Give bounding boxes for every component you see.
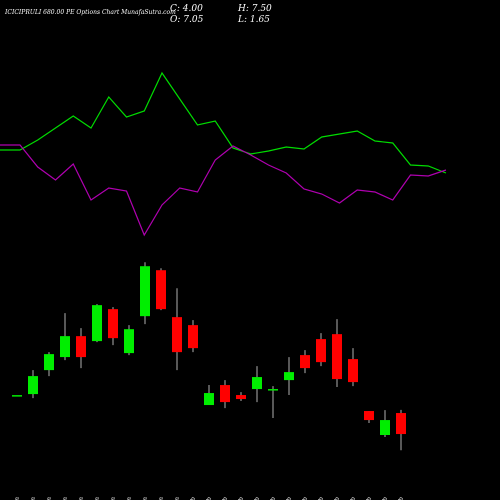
x-tick-label: 29 Jan [142, 497, 149, 500]
x-tick-label: 04 Feb [222, 497, 229, 500]
x-tick-label: 27 Jan [110, 497, 117, 500]
candle-body [76, 336, 86, 358]
x-tick-label: 30 Jan [158, 497, 165, 500]
candle-body [172, 317, 182, 353]
annotation: O: 7.05 [170, 15, 204, 25]
candle-body [348, 359, 358, 383]
indicator-line [0, 71, 447, 174]
x-tick-label: 21 Jan [62, 497, 69, 500]
x-tick-label: 01 Feb [190, 497, 197, 500]
x-tick-label: 03 Feb [206, 497, 213, 500]
candle-body [316, 339, 326, 363]
x-tick-label: 18 Feb [366, 497, 373, 500]
candle-body [156, 270, 166, 310]
candle-body [108, 309, 118, 339]
indicator-line [0, 144, 447, 237]
x-tick-label: 22 Jan [78, 497, 85, 500]
x-tick-label: 14 Feb [350, 497, 357, 500]
candle-body [300, 355, 310, 369]
x-tick-label: 05 Feb [238, 497, 245, 500]
candle-body [252, 377, 262, 390]
candle-body [92, 305, 102, 342]
candle-body [396, 413, 406, 435]
candle-body [140, 266, 150, 317]
candle-body [332, 334, 342, 380]
x-tick-label: 14 Jan [14, 497, 21, 500]
x-tick-label: 13 Feb [334, 497, 341, 500]
x-tick-label: 10 Feb [286, 497, 293, 500]
x-tick-label: 19 Feb [382, 497, 389, 500]
candle-body [124, 329, 134, 354]
candle-body [204, 393, 214, 406]
candle-body [220, 385, 230, 403]
candle-body [380, 420, 390, 436]
x-tick-label: 07 Feb [270, 497, 277, 500]
candle-body [60, 336, 70, 358]
x-tick-label: 11 Feb [302, 497, 309, 500]
candle-body [236, 395, 246, 400]
candle-body [188, 325, 198, 349]
x-tick-label: 06 Feb [254, 497, 261, 500]
candle-body [44, 354, 54, 371]
candle-body [284, 372, 294, 381]
candle-body [268, 389, 278, 391]
chart-title: ICICIPRULI 680.00 PE Options Chart Munaf… [4, 9, 176, 16]
annotation: L: 1.65 [237, 15, 270, 25]
x-tick-label: 12 Feb [318, 497, 325, 500]
annotation: C: 4.00 [170, 4, 203, 14]
candle-body [12, 395, 22, 397]
x-tick-label: 20 Feb [398, 497, 405, 500]
annotation: H: 7.50 [237, 4, 272, 14]
x-tick-label: 31 Jan [174, 497, 181, 500]
candle-body [28, 376, 38, 395]
x-tick-label: 20 Jan [46, 497, 53, 500]
x-tick-label: 23 Jan [94, 497, 101, 500]
x-tick-label: 28 Jan [126, 497, 133, 500]
x-tick-label: 15 Jan [30, 497, 37, 500]
candle-body [364, 411, 374, 421]
